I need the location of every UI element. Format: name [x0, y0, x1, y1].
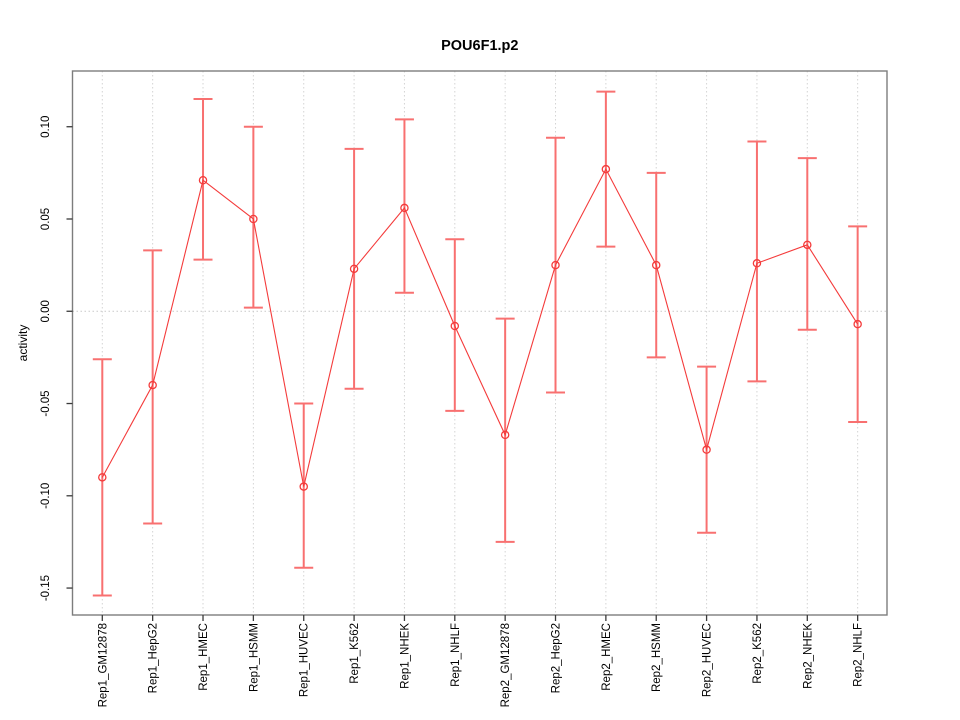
x-tick-label: Rep2_NHLF: [853, 623, 865, 687]
y-axis-title: activity: [16, 325, 30, 362]
plot-area: 0.10 0.05 0.00 -0.05 -0.10 -0.15 Rep1_GM12878 R…: [40, 70, 888, 707]
y-tick-label: -0.05: [40, 390, 52, 416]
series-line: [101, 167, 859, 487]
x-tick-label: Rep1_K562: [349, 623, 361, 684]
data-point: [853, 319, 862, 329]
data-point: [198, 175, 208, 185]
x-tick-label: Rep2_K562: [752, 623, 764, 684]
x-tick-label: Rep1_HSMM: [248, 623, 260, 692]
data-point: [702, 445, 711, 454]
x-tick-label: Rep2_GM12878: [500, 623, 512, 707]
data-point: [148, 380, 157, 390]
chart-title: POU6F1.p2: [441, 38, 518, 54]
data-point: [249, 214, 258, 224]
x-tick-label: Rep2_HSMM: [651, 623, 663, 692]
y-tick-label: 0.10: [40, 116, 52, 138]
data-point: [500, 430, 510, 440]
data-point: [752, 259, 762, 268]
x-tick-label: Rep1_HUVEC: [299, 623, 311, 697]
y-tick-label: -0.15: [40, 575, 52, 601]
data-point: [98, 473, 107, 482]
data-point: [803, 240, 812, 250]
y-tick-label: 0.00: [40, 300, 52, 322]
x-tick-label: Rep2_HUVEC: [702, 623, 714, 697]
data-point: [450, 321, 460, 331]
x-tick-label: Rep2_NHEK: [802, 623, 814, 689]
plot-border: [71, 70, 888, 616]
x-tick-label: Rep1_NHLF: [450, 623, 462, 687]
data-point: [601, 164, 611, 174]
data-point: [651, 260, 661, 270]
x-tick-label: Rep2_HMEC: [601, 623, 613, 691]
y-tick-label: -0.10: [40, 483, 52, 509]
data-point: [299, 482, 308, 491]
x-tick-label: Rep1_HepG2: [148, 623, 160, 693]
y-tick-label: 0.05: [40, 208, 52, 230]
data-point: [400, 203, 409, 213]
data-point: [551, 260, 560, 270]
data-point: [349, 264, 359, 274]
x-tick-label: Rep2_HepG2: [551, 623, 563, 693]
x-tick-label: Rep1_HMEC: [198, 623, 210, 691]
x-tick-label: Rep1_NHEK: [399, 623, 411, 689]
x-tick-label: Rep1_GM12878: [97, 623, 109, 707]
